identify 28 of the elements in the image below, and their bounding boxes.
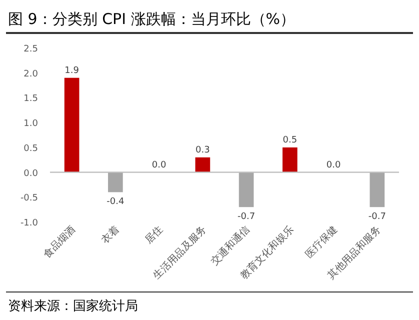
text: 资料来源：国家统计局 — [8, 298, 138, 314]
y-tick-label: 2.0 — [24, 69, 38, 80]
data-label: 0.5 — [282, 135, 298, 146]
bar — [282, 147, 298, 172]
bar — [108, 172, 123, 192]
y-tick-label: 1.5 — [24, 94, 38, 104]
data-label: 0.3 — [196, 145, 210, 156]
bar — [238, 172, 254, 208]
chart-title: 图 9：分类别 CPI 涨跌幅：当月环比（%） — [8, 10, 296, 28]
y-tick-label: 0.5 — [24, 144, 38, 154]
y-tick-label: -1.0 — [20, 218, 38, 228]
y-tick-label: 1.0 — [24, 119, 38, 130]
x-tick-label: 食品烟酒 — [41, 224, 78, 260]
bar — [370, 172, 385, 208]
y-tick-label: 2.5 — [24, 44, 38, 54]
x-tick-label: 医疗保健 — [302, 224, 340, 260]
data-label: 0.0 — [152, 160, 166, 170]
bar — [195, 157, 210, 172]
y-tick-label: 0.0 — [24, 168, 38, 179]
y-tick-label: -0.5 — [20, 194, 38, 204]
data-label: -0.7 — [238, 212, 256, 222]
data-label: 0.0 — [326, 160, 341, 170]
data-label: -0.4 — [106, 197, 124, 208]
x-tick-label: 衣着 — [98, 224, 122, 246]
data-label: -0.7 — [368, 212, 386, 222]
x-tick-label: 居住 — [143, 224, 166, 246]
bar — [64, 78, 80, 172]
data-label: 1.9 — [64, 66, 80, 76]
